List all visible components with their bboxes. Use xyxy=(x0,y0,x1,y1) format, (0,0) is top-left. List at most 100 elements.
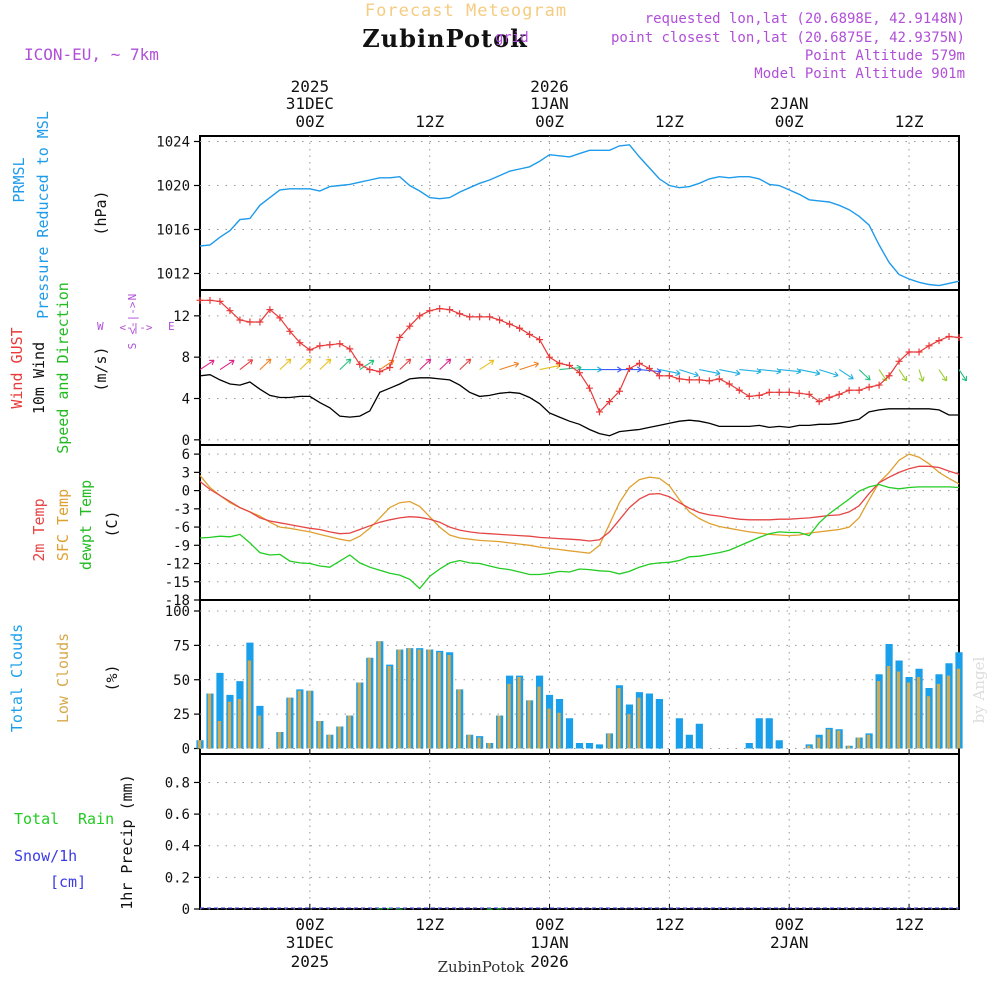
compass-n: N xyxy=(126,294,139,301)
gust-marker xyxy=(635,359,643,367)
top-axis-label: 00Z xyxy=(295,112,324,131)
total-cloud-bar xyxy=(755,718,763,749)
gust-marker xyxy=(336,340,344,348)
gust-marker xyxy=(585,384,593,392)
wind-speed-line xyxy=(199,374,959,437)
low-cloud-bar xyxy=(896,671,901,749)
product-title: Forecast Meteogram xyxy=(365,1,567,21)
model-altitude: Model Point Altitude 901m xyxy=(754,66,965,82)
wind-y-ticks: 12 8 4 0 xyxy=(173,309,910,449)
wind-arrow xyxy=(958,369,968,382)
total-cloud-bar xyxy=(695,723,703,749)
top-axis-label: 2026 xyxy=(530,77,569,96)
gust-marker xyxy=(276,314,284,322)
wind-arrow xyxy=(479,359,495,371)
precip-label-total: Total xyxy=(14,810,59,828)
gust-marker xyxy=(655,372,663,380)
gust-marker xyxy=(266,306,274,314)
wind-arrow xyxy=(858,369,871,381)
total-cloud-bar xyxy=(765,718,773,749)
gust-marker xyxy=(795,389,803,397)
gust-marker xyxy=(695,376,703,384)
low-cloud-bar xyxy=(237,699,242,749)
low-cloud-bar xyxy=(807,745,811,749)
model-label: ICON-EU, ~ 7km xyxy=(24,45,159,64)
clouds-y-ticks: 100 75 50 25 0 xyxy=(165,604,910,758)
temp-label-dew: dewpt Temp xyxy=(77,480,95,570)
bottom-axis-label: 12Z xyxy=(655,915,684,934)
total-cloud-bar xyxy=(675,718,683,749)
compass-v: <-|-> xyxy=(126,301,139,334)
wind-arrow xyxy=(699,369,721,377)
low-cloud-bar xyxy=(377,641,381,749)
gust-marker xyxy=(815,398,823,406)
low-cloud-bar xyxy=(407,648,411,749)
low-cloud-bar xyxy=(227,701,232,749)
top-axis-label: 12Z xyxy=(415,112,444,131)
wind-arrow xyxy=(319,358,332,370)
gust-marker xyxy=(476,313,484,321)
gust-marker xyxy=(725,380,733,388)
total-cloud-bar xyxy=(685,734,693,749)
gust-marker xyxy=(865,383,873,391)
gust-marker xyxy=(386,364,394,371)
wind-arrow xyxy=(399,358,412,370)
footer-station: ZubinPotok xyxy=(438,958,526,976)
top-axis-label: 2JAN xyxy=(770,94,809,113)
pressure-label-prmsl: PRMSL xyxy=(10,157,28,202)
y-tick-label: -12 xyxy=(165,557,190,573)
temp-2m-line xyxy=(199,465,960,542)
gust-marker xyxy=(735,386,743,394)
wind-arrow xyxy=(579,366,602,373)
low-cloud-bar xyxy=(247,660,252,749)
wind-arrow xyxy=(719,369,741,377)
pressure-grid xyxy=(200,136,959,290)
low-cloud-bar xyxy=(916,677,921,749)
wind-gust-line xyxy=(200,299,960,413)
gust-marker xyxy=(326,341,334,349)
y-tick-label: 0.6 xyxy=(165,807,190,823)
low-cloud-bar xyxy=(886,666,891,749)
y-tick-label: 0.2 xyxy=(165,870,190,886)
wind-arrow xyxy=(799,369,821,377)
low-cloud-bar xyxy=(307,690,311,749)
gust-marker xyxy=(426,307,434,315)
gust-marker xyxy=(845,386,853,394)
precip-bar xyxy=(396,908,403,910)
y-tick-label: 25 xyxy=(173,707,190,723)
gust-marker xyxy=(226,307,234,315)
temp-label-2m: 2m Temp xyxy=(30,498,48,561)
wind-arrow xyxy=(898,369,908,382)
total-cloud-bar xyxy=(565,718,574,749)
low-cloud-bar xyxy=(906,682,911,749)
bottom-axis-label: 00Z xyxy=(295,915,324,934)
wind-arrow xyxy=(679,369,699,378)
gust-marker xyxy=(216,297,224,305)
gust-marker xyxy=(625,365,633,373)
gust-marker xyxy=(456,310,464,318)
dewpt-line xyxy=(199,483,960,590)
bottom-axis-label: 00Z xyxy=(535,915,564,934)
wind-label-dir: Speed and Direction xyxy=(54,282,72,454)
temp-label-sfc: SFC Temp xyxy=(54,489,72,561)
bottom-axis-label: 2026 xyxy=(530,952,569,971)
top-axis-label: 2025 xyxy=(291,77,330,96)
wind-arrow xyxy=(439,358,452,370)
top-axis-label: 12Z xyxy=(895,112,924,131)
gust-marker xyxy=(755,391,763,399)
gust-marker xyxy=(925,342,933,350)
precip-y-ticks: 0.8 0.6 0.4 0.2 0 xyxy=(165,775,910,918)
compass-h: <-|-> xyxy=(119,321,152,334)
bottom-axis-label: 2025 xyxy=(291,952,330,971)
requested-coords: requested lon,lat (20.6898E, 42.9148N) xyxy=(645,11,965,27)
low-cloud-bar xyxy=(537,686,541,749)
low-cloud-bar xyxy=(457,689,461,749)
wind-units: (m/s) xyxy=(92,346,110,391)
gust-marker xyxy=(486,313,494,321)
low-cloud-bar xyxy=(617,688,621,749)
gust-marker xyxy=(945,333,953,340)
y-tick-label: 4 xyxy=(182,392,190,408)
precip-frame xyxy=(199,753,960,910)
gust-marker xyxy=(546,353,554,361)
y-tick-label: -6 xyxy=(173,520,190,536)
